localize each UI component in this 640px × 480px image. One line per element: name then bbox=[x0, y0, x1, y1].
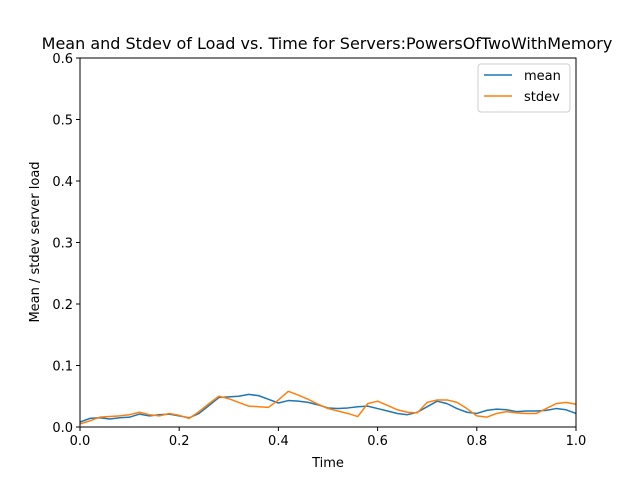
x-tick-label: 0.4 bbox=[268, 434, 289, 449]
y-tick-label: 0.2 bbox=[52, 298, 73, 313]
y-tick-label: 0.3 bbox=[52, 237, 73, 252]
y-axis: 0.0 0.1 0.2 0.3 0.4 0.5 0.6 bbox=[52, 52, 80, 436]
x-tick-label: 0.2 bbox=[169, 434, 190, 449]
y-tick-label: 0.4 bbox=[52, 175, 73, 190]
y-axis-label: Mean / stdev server load bbox=[28, 161, 43, 322]
legend-label-stdev: stdev bbox=[524, 90, 560, 105]
series-layer bbox=[79, 390, 577, 425]
x-axis: 0.0 0.2 0.4 0.6 0.8 1.0 bbox=[70, 427, 587, 449]
x-tick-label: 0.8 bbox=[466, 434, 487, 449]
y-tick-label: 0.5 bbox=[52, 114, 73, 129]
y-tick-label: 0.6 bbox=[52, 52, 73, 67]
y-tick-label: 0.0 bbox=[52, 421, 73, 436]
x-tick-label: 0.0 bbox=[70, 434, 91, 449]
x-axis-label: Time bbox=[311, 456, 344, 471]
y-tick-label: 0.1 bbox=[52, 360, 73, 375]
series-line-stdev bbox=[79, 390, 577, 425]
legend: mean stdev bbox=[477, 63, 571, 113]
chart-title: Mean and Stdev of Load vs. Time for Serv… bbox=[42, 34, 613, 53]
x-tick-label: 0.6 bbox=[367, 434, 388, 449]
x-tick-label: 1.0 bbox=[566, 434, 587, 449]
legend-label-mean: mean bbox=[524, 69, 561, 84]
legend-box bbox=[477, 63, 571, 113]
